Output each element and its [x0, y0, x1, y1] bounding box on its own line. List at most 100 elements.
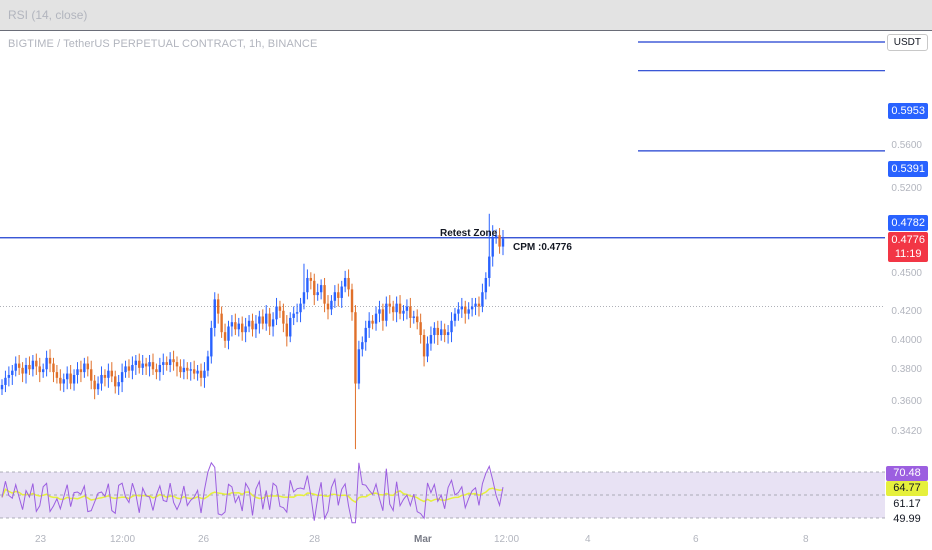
candle-body [220, 313, 223, 333]
rsi-chart[interactable] [0, 452, 932, 532]
candle-body [484, 277, 488, 293]
candle-body [141, 363, 144, 368]
candle-body [251, 320, 254, 330]
candle-body [323, 285, 326, 304]
candle-body [409, 306, 412, 318]
candle-body [429, 335, 433, 344]
candle-body [306, 277, 309, 293]
candle-body [165, 362, 168, 365]
x-tick-label: 12:00 [494, 534, 520, 545]
candle-body [494, 235, 498, 239]
candle-body [86, 363, 89, 370]
candle-body [114, 376, 117, 387]
x-tick-label: 6 [693, 534, 699, 545]
candle-body [275, 306, 278, 320]
candle-body [302, 292, 306, 304]
candle-body [405, 306, 409, 311]
candle-body [62, 379, 65, 384]
candle-body [367, 320, 371, 328]
candle-body [268, 313, 271, 327]
candle-body [326, 303, 330, 310]
candle-body [38, 366, 41, 373]
candle-body [316, 292, 319, 296]
candle-body [223, 332, 227, 341]
candle-body [41, 369, 45, 373]
rsi-indicator-label[interactable]: RSI (14, close) [8, 8, 88, 22]
candle-body [230, 322, 234, 327]
candle-body [28, 364, 31, 370]
candle-body [388, 303, 391, 307]
candle-body [374, 313, 378, 324]
candle-body [199, 370, 203, 378]
candle-body [271, 319, 275, 327]
candle-body [117, 382, 120, 387]
candle-body [474, 303, 477, 307]
currency-tag[interactable]: USDT [886, 34, 928, 51]
rsi-level-tag: 49.99 [886, 512, 928, 527]
candle-body [148, 362, 151, 367]
candle-body [446, 332, 450, 336]
cpm-label: CPM :0.4776 [513, 242, 572, 253]
x-tick-label: 26 [198, 534, 210, 545]
candle-body [309, 277, 313, 281]
rsi-band [0, 472, 885, 518]
candle-body [467, 309, 470, 314]
candle-body [289, 317, 292, 337]
candle-body [83, 363, 86, 373]
x-tick-label: 4 [585, 534, 591, 545]
candle-body [364, 327, 367, 343]
candle-body [412, 316, 415, 318]
candle-body [216, 299, 220, 314]
candle-body [477, 303, 481, 307]
candle-body [203, 370, 206, 378]
x-tick-label: 23 [35, 534, 47, 545]
candle-body [319, 285, 323, 293]
rsi-line [1, 461, 504, 524]
x-tick-label: 12:00 [110, 534, 136, 545]
candle-body [213, 299, 216, 328]
candle-body [337, 292, 340, 298]
candle-body [481, 292, 484, 307]
candle-body [11, 370, 14, 375]
price-level-tag-1: 0.5391 [888, 161, 928, 177]
candle-body [378, 309, 381, 314]
candle-body [155, 369, 158, 373]
candle-body [59, 377, 62, 384]
candle-body [21, 367, 24, 374]
candle-body [55, 372, 59, 378]
candle-body [52, 363, 55, 373]
candle-body [76, 369, 79, 375]
candle-body [0, 384, 4, 390]
candle-body [247, 320, 251, 327]
candle-body [299, 303, 302, 313]
time-axis[interactable]: 23 12:00 26 28 Mar 12:00 4 6 8 [0, 532, 932, 550]
y-tick-label: 0.3600 [891, 396, 922, 407]
candle-body [24, 364, 28, 374]
candle-body [419, 322, 422, 336]
rsi-ma-tag: 64.77 [886, 481, 928, 496]
y-tick-label: 0.4000 [891, 335, 922, 346]
candle-body [237, 323, 240, 330]
candle-body [285, 323, 289, 337]
candle-body [470, 306, 474, 310]
retest-zone-label: Retest Zone [440, 228, 498, 239]
candle-body [175, 362, 179, 367]
candle-body [134, 360, 138, 365]
y-tick-label: 0.5200 [891, 183, 922, 194]
candle-body [385, 303, 388, 321]
candle-body [422, 335, 426, 357]
candle-body [210, 327, 213, 357]
candle-body [330, 300, 333, 310]
candle-body [144, 363, 148, 367]
candle-body [261, 316, 264, 324]
candle-body [402, 310, 405, 314]
candle-body [436, 327, 440, 336]
candle-body [186, 367, 189, 371]
candle-body [347, 277, 350, 290]
candle-body [398, 303, 402, 314]
candle-body [371, 320, 374, 324]
main-price-chart[interactable] [0, 30, 932, 452]
candle-body [381, 309, 385, 321]
candle-body [4, 377, 7, 385]
candle-body [244, 326, 247, 333]
